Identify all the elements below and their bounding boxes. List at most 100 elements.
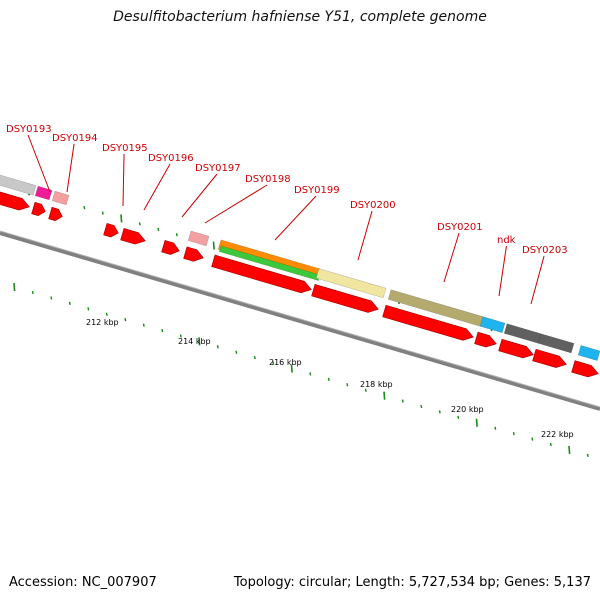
gene-label-dsy0193: DSY0193 — [6, 124, 52, 135]
upper-tick — [157, 227, 160, 231]
gene-arrow — [382, 304, 474, 341]
leader-line — [181, 173, 218, 218]
lower-tick — [512, 431, 515, 436]
lower-tick — [438, 410, 441, 414]
upper-tick — [175, 233, 178, 237]
lower-tick — [309, 372, 312, 376]
genome-stats-text: Topology: circular; Length: 5,727,534 bp… — [233, 575, 591, 590]
gene-arrow — [183, 246, 204, 262]
scale-label: 216 kbp — [269, 358, 302, 367]
scale-label: 218 kbp — [360, 380, 393, 389]
leader-line — [443, 232, 460, 283]
accession-text: Accession: NC_007907 — [9, 575, 157, 590]
upper-tick — [120, 214, 123, 223]
gene-arrow — [532, 348, 567, 368]
lower-tick — [216, 345, 219, 349]
gene-arrow — [474, 331, 497, 348]
lower-tick — [253, 356, 256, 360]
lower-tick — [383, 391, 386, 400]
lower-tick — [105, 312, 108, 316]
leader-line — [274, 195, 317, 241]
gene-label-dsy0195: DSY0195 — [102, 143, 148, 154]
gene-arrow — [103, 223, 119, 238]
lower-tick — [327, 377, 330, 381]
lower-tick — [475, 418, 478, 427]
upper-tick — [83, 206, 86, 210]
lower-tick — [142, 323, 145, 327]
gene-arrow — [211, 254, 312, 294]
gene-label-dsy0200: DSY0200 — [350, 200, 396, 211]
lower-tick — [50, 296, 53, 300]
gene-box-cyan — [479, 316, 506, 334]
scale-label: 212 kbp — [86, 318, 119, 327]
scale-label: 222 kbp — [541, 430, 574, 439]
gene-label-dsy0194: DSY0194 — [52, 133, 98, 144]
gene-arrow — [120, 228, 146, 245]
gene-label-dsy0201: DSY0201 — [437, 222, 483, 233]
lower-tick — [68, 301, 71, 306]
lower-tick — [13, 283, 16, 292]
lower-tick — [124, 318, 127, 322]
gene-box-pink — [51, 190, 70, 206]
lower-tick — [290, 364, 293, 373]
lower-tick — [457, 415, 460, 419]
lower-tick — [87, 307, 90, 311]
gene-arrow — [48, 206, 63, 222]
gene-arrow — [0, 190, 30, 211]
backbone-highlight — [0, 230, 600, 408]
leader-line — [204, 184, 268, 224]
gene-box-magenta — [34, 185, 53, 201]
gene-arrow — [31, 201, 46, 217]
gene-arrow — [571, 360, 599, 378]
gene-label-dsy0199: DSY0199 — [294, 185, 340, 196]
upper-tick — [138, 222, 141, 226]
lower-tick — [586, 453, 589, 457]
lower-tick — [420, 404, 423, 409]
gene-box-pale-yellow — [315, 268, 387, 299]
gene-box-pink — [187, 230, 210, 247]
gene-arrow — [311, 284, 379, 313]
lower-tick — [235, 350, 238, 354]
gene-label-ndk: ndk — [497, 235, 516, 246]
gene-arrow — [498, 338, 534, 359]
map-title: Desulfitobacterium hafniense Y51, comple… — [113, 9, 487, 25]
gene-box-dark-gray — [503, 323, 542, 344]
lower-tick — [364, 388, 367, 392]
gene-box-dark-gray — [537, 333, 575, 354]
scale-label: 220 kbp — [451, 405, 484, 414]
lower-tick — [161, 328, 164, 333]
gene-box-cyan — [577, 345, 600, 361]
lower-tick — [568, 445, 571, 454]
leader-line — [27, 134, 51, 193]
gene-label-dsy0196: DSY0196 — [148, 153, 194, 164]
scale-label: 214 kbp — [178, 337, 211, 346]
upper-tick — [212, 241, 215, 250]
genome-backbone — [0, 230, 600, 411]
leader-line — [498, 245, 507, 297]
lower-tick — [401, 399, 404, 403]
leader-line — [530, 255, 545, 305]
gene-label-dsy0197: DSY0197 — [195, 163, 241, 174]
lower-tick — [198, 337, 201, 346]
leader-line — [66, 143, 75, 193]
lower-tick — [179, 334, 182, 338]
leader-line — [357, 210, 373, 261]
gene-label-dsy0203: DSY0203 — [522, 245, 568, 256]
leader-line — [122, 153, 125, 207]
lower-tick — [31, 290, 34, 295]
lower-tick — [272, 361, 275, 365]
lower-tick — [346, 383, 349, 387]
lower-tick — [549, 442, 552, 447]
gene-label-dsy0198: DSY0198 — [245, 174, 291, 185]
backbone-line — [0, 231, 600, 411]
gene-box-gray — [0, 174, 37, 196]
upper-tick — [101, 211, 104, 215]
lower-tick — [494, 426, 497, 430]
label-leaders — [27, 134, 545, 305]
leader-line — [143, 163, 171, 211]
gene-features — [0, 174, 600, 378]
gene-arrow — [161, 240, 180, 255]
lower-tick — [531, 437, 534, 441]
